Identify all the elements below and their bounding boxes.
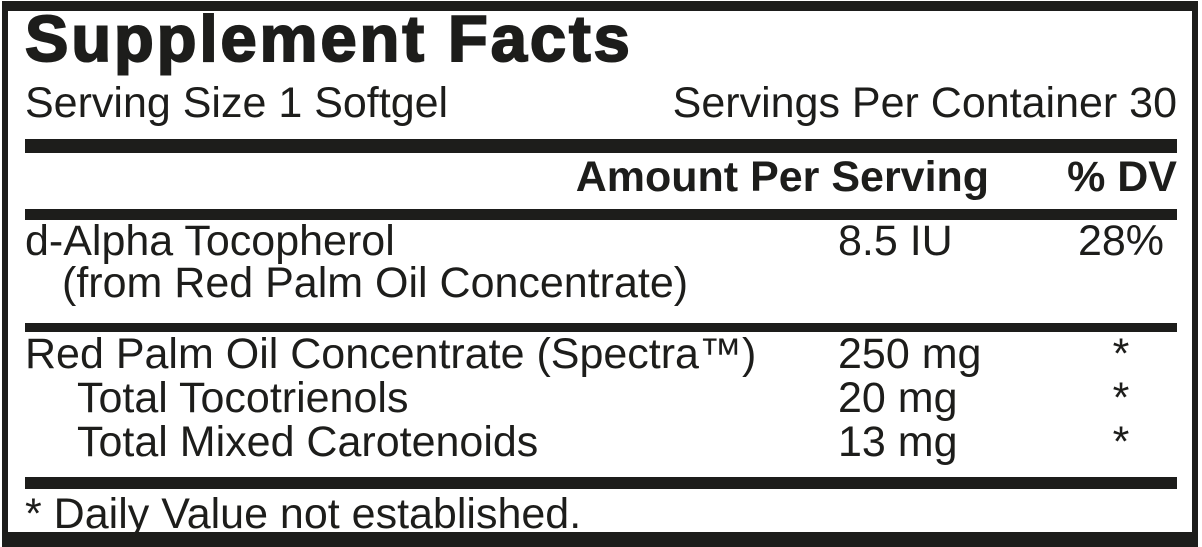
nutrient-name-block: d-Alpha Tocopherol (from Red Palm Oil Co… — [25, 217, 838, 307]
nutrient-name: Red Palm Oil Concentrate (Spectra™) — [25, 330, 757, 378]
nutrient-row: Total Mixed Carotenoids 13 mg * — [25, 421, 1177, 464]
nutrient-amount: 8.5 IU — [838, 217, 953, 265]
nutrient-dv: * — [1112, 330, 1130, 378]
divider-above-footnote — [25, 477, 1177, 489]
nutrient-dv: 28% — [1077, 217, 1165, 265]
nutrient-detail: (from Red Palm Oil Concentrate) — [62, 259, 689, 307]
nutrient-row: Total Tocotrienols 20 mg * — [25, 377, 1177, 420]
nutrient-amount: 13 mg — [838, 418, 958, 466]
serving-size-text: Serving Size 1 Softgel — [25, 79, 449, 127]
percent-dv-header: % DV — [1067, 153, 1177, 201]
nutrient-amount: 20 mg — [838, 374, 958, 422]
nutrient-dv: * — [1112, 418, 1130, 466]
nutrient-row: Red Palm Oil Concentrate (Spectra™) 250 … — [25, 333, 1177, 376]
nutrient-row: d-Alpha Tocopherol (from Red Palm Oil Co… — [25, 217, 1177, 307]
daily-value-footnote: * Daily Value not established. — [25, 490, 582, 538]
divider-thick-top — [25, 139, 1177, 153]
nutrient-name: Total Mixed Carotenoids — [77, 418, 539, 466]
servings-per-container-text: Servings Per Container 30 — [672, 79, 1177, 127]
column-header-row: Amount Per Serving % DV — [25, 156, 1177, 199]
divider-mid — [25, 323, 1177, 332]
divider-below-header — [25, 209, 1177, 220]
nutrient-amount: 250 mg — [838, 330, 982, 378]
serving-info-row: Serving Size 1 Softgel Servings Per Cont… — [25, 82, 1177, 125]
amount-per-serving-header: Amount Per Serving — [575, 153, 990, 201]
panel-title: Supplement Facts — [24, 2, 633, 75]
nutrient-name: Total Tocotrienols — [77, 374, 409, 422]
nutrient-name: d-Alpha Tocopherol — [25, 217, 395, 265]
nutrient-dv: * — [1112, 374, 1130, 422]
